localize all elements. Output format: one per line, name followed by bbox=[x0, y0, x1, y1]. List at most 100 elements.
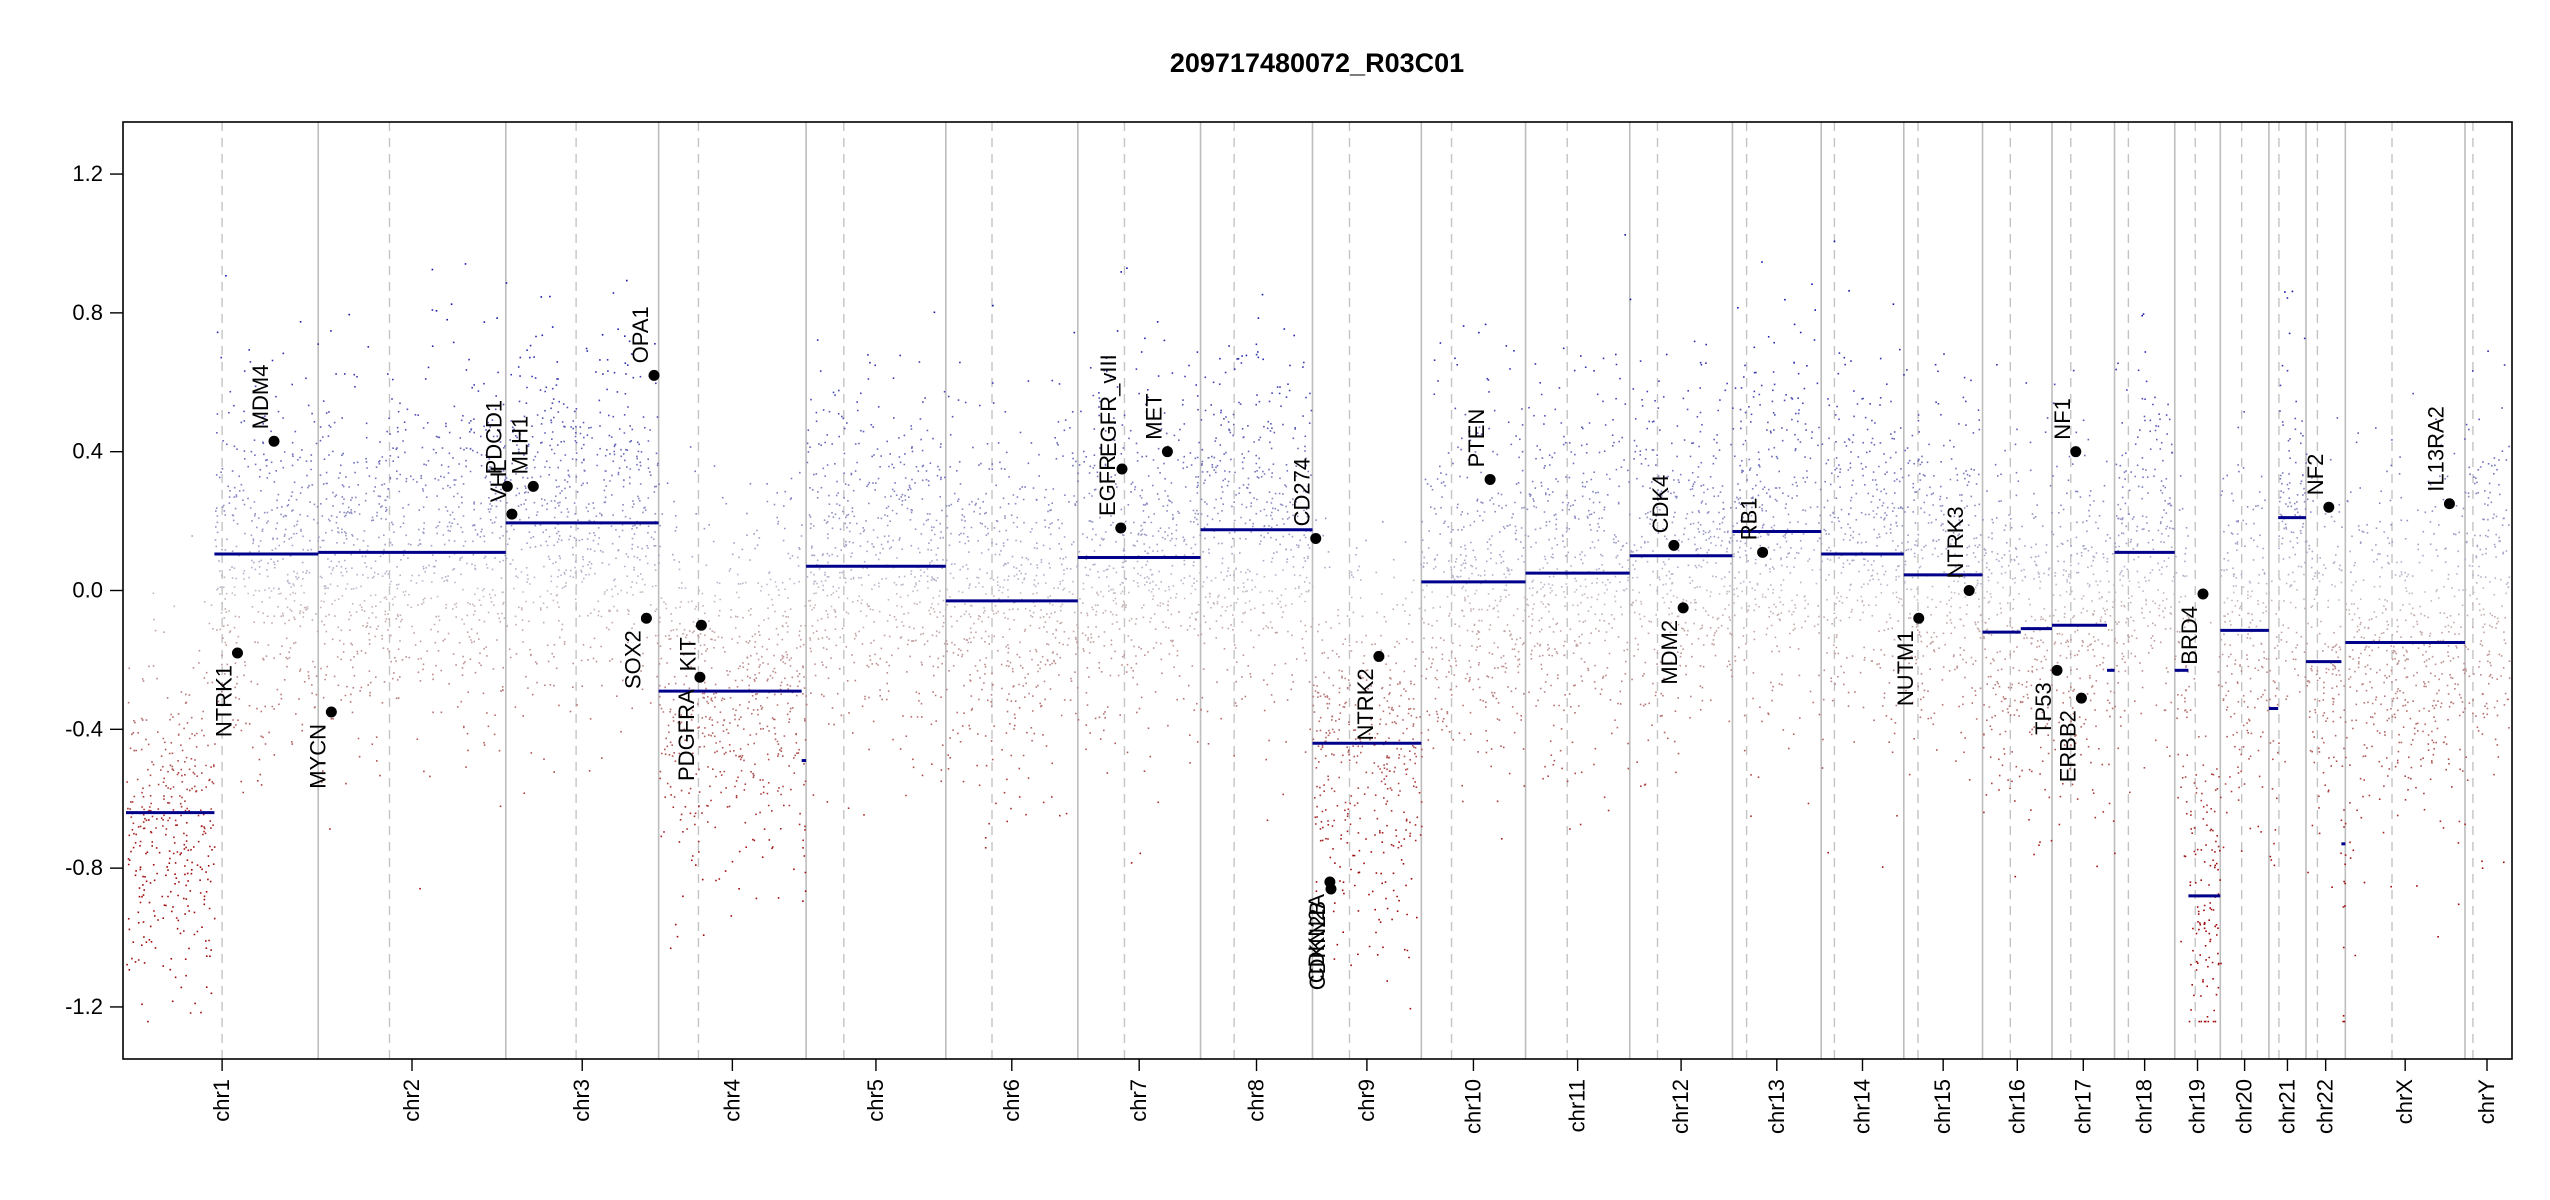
probe-point-cluster bbox=[1213, 469, 1289, 472]
probe-point-cluster bbox=[1700, 461, 1703, 464]
probe-point-cluster bbox=[2075, 490, 2092, 493]
probe-point-cluster bbox=[2122, 532, 2163, 535]
probe-point-cluster bbox=[2466, 779, 2469, 781]
probe-point-cluster bbox=[2348, 654, 2450, 658]
probe-point-cluster bbox=[392, 523, 476, 526]
probe-point-cluster bbox=[856, 401, 924, 403]
probe-point-cluster bbox=[817, 586, 820, 588]
probe-point-cluster bbox=[2183, 855, 2187, 858]
probe-point-cluster bbox=[760, 705, 762, 707]
probe-point-cluster bbox=[219, 628, 222, 631]
probe-point-cluster bbox=[1461, 587, 1463, 590]
probe-point-cluster bbox=[809, 515, 856, 518]
probe-point-cluster bbox=[2337, 693, 2340, 696]
probe-point-cluster bbox=[1699, 685, 1702, 687]
probe-point-cluster bbox=[2380, 631, 2443, 635]
probe-point-cluster bbox=[983, 607, 985, 609]
probe-point-cluster bbox=[2087, 549, 2090, 552]
probe-point-cluster bbox=[828, 503, 903, 507]
probe-point-cluster bbox=[2337, 545, 2339, 548]
probe-point-cluster bbox=[139, 845, 211, 848]
gene-marker bbox=[1116, 463, 1128, 475]
probe-point-cluster bbox=[1405, 768, 1407, 771]
probe-point-cluster bbox=[1390, 789, 1401, 792]
probe-point-cluster bbox=[216, 531, 219, 534]
probe-point-cluster bbox=[1701, 699, 1712, 702]
probe-point-cluster bbox=[2209, 621, 2212, 624]
probe-point-cluster bbox=[719, 740, 779, 743]
probe-point-cluster bbox=[128, 833, 204, 837]
probe-point-cluster bbox=[1085, 748, 1087, 751]
probe-point-cluster bbox=[1976, 584, 1978, 586]
probe-point-cluster bbox=[2323, 525, 2326, 528]
probe-point-cluster bbox=[2333, 632, 2335, 634]
probe-point-cluster bbox=[2413, 614, 2416, 617]
probe-point-cluster bbox=[1526, 598, 1599, 601]
probe-point-cluster bbox=[2501, 450, 2504, 452]
probe-point-cluster bbox=[788, 765, 790, 767]
probe-point-cluster bbox=[1931, 598, 1980, 601]
probe-point-cluster bbox=[1573, 515, 1589, 518]
probe-point-cluster bbox=[2369, 681, 2430, 684]
probe-point-cluster bbox=[1154, 431, 1168, 435]
probe-point-cluster bbox=[1485, 706, 1514, 708]
probe-point-cluster bbox=[2114, 545, 2173, 549]
probe-point-cluster bbox=[2223, 601, 2226, 604]
probe-point-cluster bbox=[1867, 569, 1906, 572]
probe-point-cluster bbox=[2349, 857, 2352, 859]
probe-point-cluster bbox=[2291, 651, 2306, 653]
probe-point-cluster bbox=[689, 446, 692, 448]
probe-point-cluster bbox=[1024, 696, 1026, 698]
probe-point-cluster bbox=[1112, 599, 1125, 603]
probe-point-cluster bbox=[1540, 663, 1596, 667]
probe-point-cluster bbox=[1631, 576, 1723, 580]
probe-point-cluster bbox=[2318, 700, 2321, 702]
probe-point-cluster bbox=[1418, 607, 1421, 610]
probe-point-cluster bbox=[1646, 390, 1649, 393]
probe-point-cluster bbox=[815, 411, 818, 414]
probe-point-cluster bbox=[598, 399, 601, 402]
probe-point-cluster bbox=[2489, 612, 2492, 615]
probe-point-cluster bbox=[698, 768, 714, 771]
probe-point-cluster bbox=[544, 684, 603, 687]
probe-point-cluster bbox=[1446, 712, 1518, 715]
probe-point-cluster bbox=[2098, 514, 2101, 517]
probe-point-cluster bbox=[851, 507, 909, 510]
probe-point-cluster bbox=[1733, 588, 1783, 592]
probe-point-cluster bbox=[601, 757, 603, 759]
probe-point-cluster bbox=[2074, 631, 2076, 633]
probe-point-cluster bbox=[2249, 677, 2252, 680]
probe-point-cluster bbox=[1491, 534, 1527, 537]
probe-point-cluster bbox=[2363, 626, 2370, 630]
probe-point-cluster bbox=[2468, 466, 2482, 469]
probe-point-cluster bbox=[2348, 613, 2460, 616]
probe-point-cluster bbox=[774, 738, 807, 741]
probe-point-cluster bbox=[968, 583, 1061, 587]
probe-point-cluster bbox=[2373, 611, 2376, 613]
probe-point-cluster bbox=[1510, 443, 1513, 446]
probe-point-cluster bbox=[1676, 633, 1733, 636]
probe-point-cluster bbox=[226, 537, 290, 541]
probe-point-cluster bbox=[1088, 472, 1091, 474]
probe-point-cluster bbox=[946, 515, 1006, 518]
probe-point-cluster bbox=[1018, 570, 1021, 572]
probe-point-cluster bbox=[597, 614, 600, 617]
probe-point-cluster bbox=[1946, 622, 1953, 624]
probe-point-cluster bbox=[2286, 483, 2289, 486]
probe-point-cluster bbox=[2094, 709, 2108, 712]
probe-point-cluster bbox=[287, 582, 291, 585]
probe-point-cluster bbox=[1771, 699, 1773, 702]
probe-point-cluster bbox=[1439, 465, 1441, 468]
probe-point-cluster bbox=[1741, 470, 1780, 474]
gene-label: NF2 bbox=[2303, 454, 2328, 496]
probe-point-cluster bbox=[1453, 594, 1469, 598]
probe-point-cluster bbox=[2404, 704, 2437, 707]
probe-point-cluster bbox=[1108, 491, 1111, 493]
probe-point-cluster bbox=[707, 821, 747, 824]
probe-point-cluster bbox=[2125, 452, 2173, 454]
probe-point-cluster bbox=[1939, 505, 1968, 507]
probe-point-cluster bbox=[547, 659, 611, 663]
probe-point-cluster bbox=[2177, 640, 2180, 644]
gene-marker bbox=[527, 480, 539, 492]
probe-point-cluster bbox=[1826, 619, 1899, 622]
